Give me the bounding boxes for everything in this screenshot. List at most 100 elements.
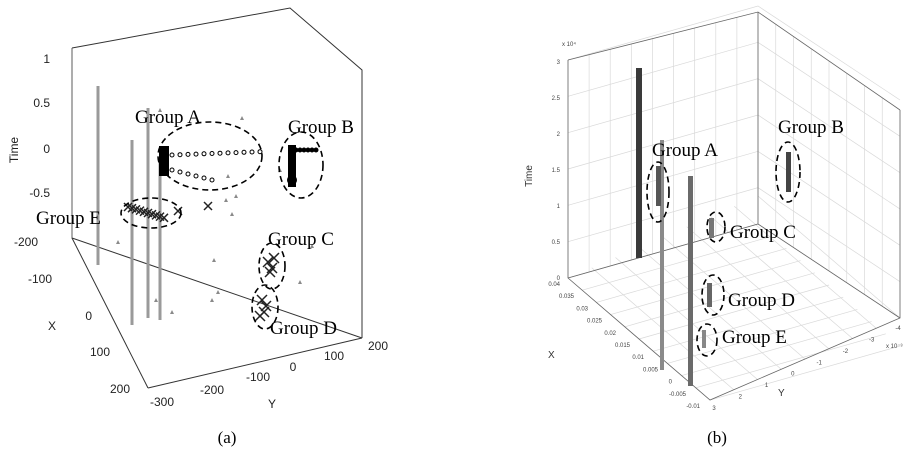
group-e-points [702, 330, 706, 348]
group-a-ellipse [646, 161, 670, 223]
caption-a: (a) [218, 428, 237, 447]
group-b-label: Group B [288, 117, 354, 138]
group-b-point [297, 147, 303, 153]
x-tick-label: 0.02 [604, 331, 616, 337]
group-c-label: Group C [268, 229, 334, 250]
y-axis-label: Y [268, 397, 276, 411]
group-d-points [707, 283, 712, 307]
grid-line [638, 284, 830, 340]
grid-line [681, 321, 872, 376]
trajectory-column [636, 68, 642, 258]
group-a-ellipse [157, 121, 263, 191]
group-e-point [159, 213, 169, 223]
grid-line [662, 236, 806, 360]
group-e-point [203, 201, 213, 211]
x-tick-label: 200 [110, 382, 130, 396]
grid-line [615, 257, 758, 380]
x-axis-label: X [48, 319, 56, 333]
z-tick-label: 2.5 [552, 96, 561, 102]
grid-line [582, 235, 773, 291]
group-c-ellipse [706, 211, 726, 243]
y-tick-label: 2 [739, 395, 743, 401]
grid-line [695, 333, 886, 389]
group-c-point [268, 252, 280, 264]
y-ticks: 3 2 1 0 -1 -2 -3 -4 [712, 326, 901, 412]
x-tick-label: -0.005 [669, 392, 687, 398]
x-tick-label: 100 [90, 345, 110, 359]
z-tick-label: 0 [557, 276, 561, 282]
group-a-point [185, 171, 191, 177]
group-a-point [169, 167, 175, 173]
grid-line [709, 345, 901, 401]
background-point [226, 174, 230, 178]
background-point [154, 298, 158, 302]
x-tick-label: 0.025 [587, 319, 603, 325]
group-b-point [293, 147, 299, 153]
group-b-dense-cluster [288, 145, 296, 187]
x-axis-label: X [548, 350, 555, 361]
group-d-point [254, 310, 266, 322]
box-frame-top [71, 7, 363, 338]
group-a-point [201, 151, 207, 157]
z-ticks: 3 2.5 2 1.5 1 0.5 0 [552, 60, 561, 282]
panel-b: x 10⁴ 32.521.510.50 Time 0.040.0350.030.… [524, 5, 903, 447]
grid-line [686, 226, 829, 350]
group-b-ellipse [775, 141, 801, 203]
x-tick-label: 0.005 [643, 367, 659, 373]
floor-edge [757, 223, 901, 319]
background-point [116, 240, 120, 244]
trajectory-column [660, 140, 664, 370]
group-b-label: Group B [778, 117, 844, 138]
background-point [298, 280, 302, 284]
grid-line [710, 216, 853, 339]
box-frame-back [71, 48, 363, 339]
grid-line [667, 309, 858, 364]
group-b-point [287, 175, 297, 185]
grid-line [567, 114, 901, 210]
group-c-points [709, 218, 714, 238]
group-d-ellipse [701, 274, 725, 316]
background-point [158, 108, 162, 112]
grid-line [653, 296, 844, 352]
background-point [210, 298, 214, 302]
grid-line [567, 41, 901, 137]
group-a-point [217, 150, 223, 156]
group-c-point [264, 266, 276, 278]
x-axis-line [71, 237, 149, 389]
group-c-label: Group C [730, 222, 796, 243]
caption-b: (b) [707, 428, 727, 447]
y-tick-label: 1 [765, 383, 769, 389]
x-tick-label: 0 [85, 309, 92, 323]
grid-line [567, 5, 901, 101]
group-a-point [233, 150, 239, 156]
trajectory-column [688, 176, 693, 386]
background-point [170, 310, 174, 314]
background-point [216, 290, 220, 294]
group-a-point [209, 151, 215, 156]
group-a-point [169, 152, 175, 158]
group-e-ellipse [696, 323, 718, 357]
grid-line [757, 195, 901, 319]
group-b-points [786, 152, 791, 192]
grid-line [567, 78, 901, 173]
group-a-point [177, 152, 183, 158]
z-tick-label: 0.5 [33, 96, 50, 110]
background-point [234, 194, 238, 198]
x-tick-label: 0 [669, 380, 673, 386]
y-tick-label: -3 [869, 337, 875, 343]
z-tick-label: 0 [43, 142, 50, 156]
y-tick-label: -1 [816, 360, 822, 366]
z-tick-label: 1 [43, 52, 50, 66]
z-ticks: 1 0.5 0 -0.5 [29, 52, 50, 200]
y-tick-label: 200 [368, 339, 388, 353]
y-tick-label: 100 [324, 349, 344, 363]
cross-points [123, 201, 280, 322]
group-b-point [313, 147, 319, 153]
background-point [310, 244, 314, 248]
z-axis-label: Time [7, 137, 21, 164]
group-c-point [262, 256, 274, 268]
background-point [224, 198, 228, 202]
background-point [212, 258, 216, 262]
